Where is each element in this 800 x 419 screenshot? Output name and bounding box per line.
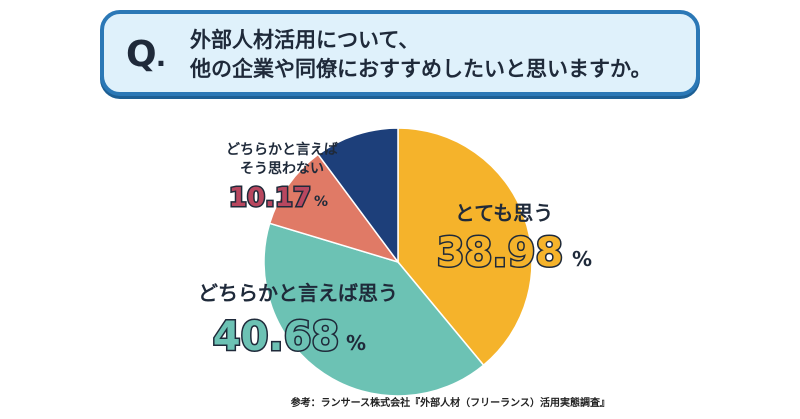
- slice-somewhat-agree: [263, 222, 485, 397]
- question-line-2: 他の企業や同僚におすすめしたいと思いますか。: [190, 57, 652, 81]
- slice-very-much: [397, 127, 533, 367]
- percent-sign-very-much: %: [572, 247, 592, 271]
- pie-slices: [263, 127, 533, 397]
- pie-labels: とても思う 38.98 % どちらかと言えば思う 40.68 % どちらかと言えばそう思わな…: [198, 141, 592, 362]
- percent-sign-somewhat-disagree: %: [314, 194, 328, 210]
- question-banner: Q. 外部人材活用について、 他の企業や同僚におすすめしたいと思いますか。: [100, 10, 700, 96]
- question-mark-label: Q.: [126, 34, 166, 75]
- label-very-much: とても思う: [455, 201, 553, 225]
- percent-very-much: 38.98: [437, 230, 564, 276]
- percent-somewhat-disagree: 10.17: [229, 183, 311, 213]
- percent-somewhat-agree: 40.68: [213, 314, 340, 360]
- slice-disagree: [317, 127, 399, 265]
- slice-somewhat-disagree: [268, 153, 400, 264]
- question-text: 外部人材活用について、 他の企業や同僚におすすめしたいと思いますか。: [190, 26, 652, 84]
- label-somewhat-disagree-line2: そう思わない: [240, 161, 324, 177]
- label-somewhat-disagree-line1: どちらかと言えば: [226, 141, 338, 158]
- source-citation: 参考：ランサース株式会社『外部人材（フリーランス）活用実態調査』: [290, 398, 610, 409]
- percent-sign-somewhat-agree: %: [346, 331, 366, 355]
- question-line-1: 外部人材活用について、: [190, 28, 420, 52]
- label-somewhat-agree: どちらかと言えば思う: [198, 281, 398, 305]
